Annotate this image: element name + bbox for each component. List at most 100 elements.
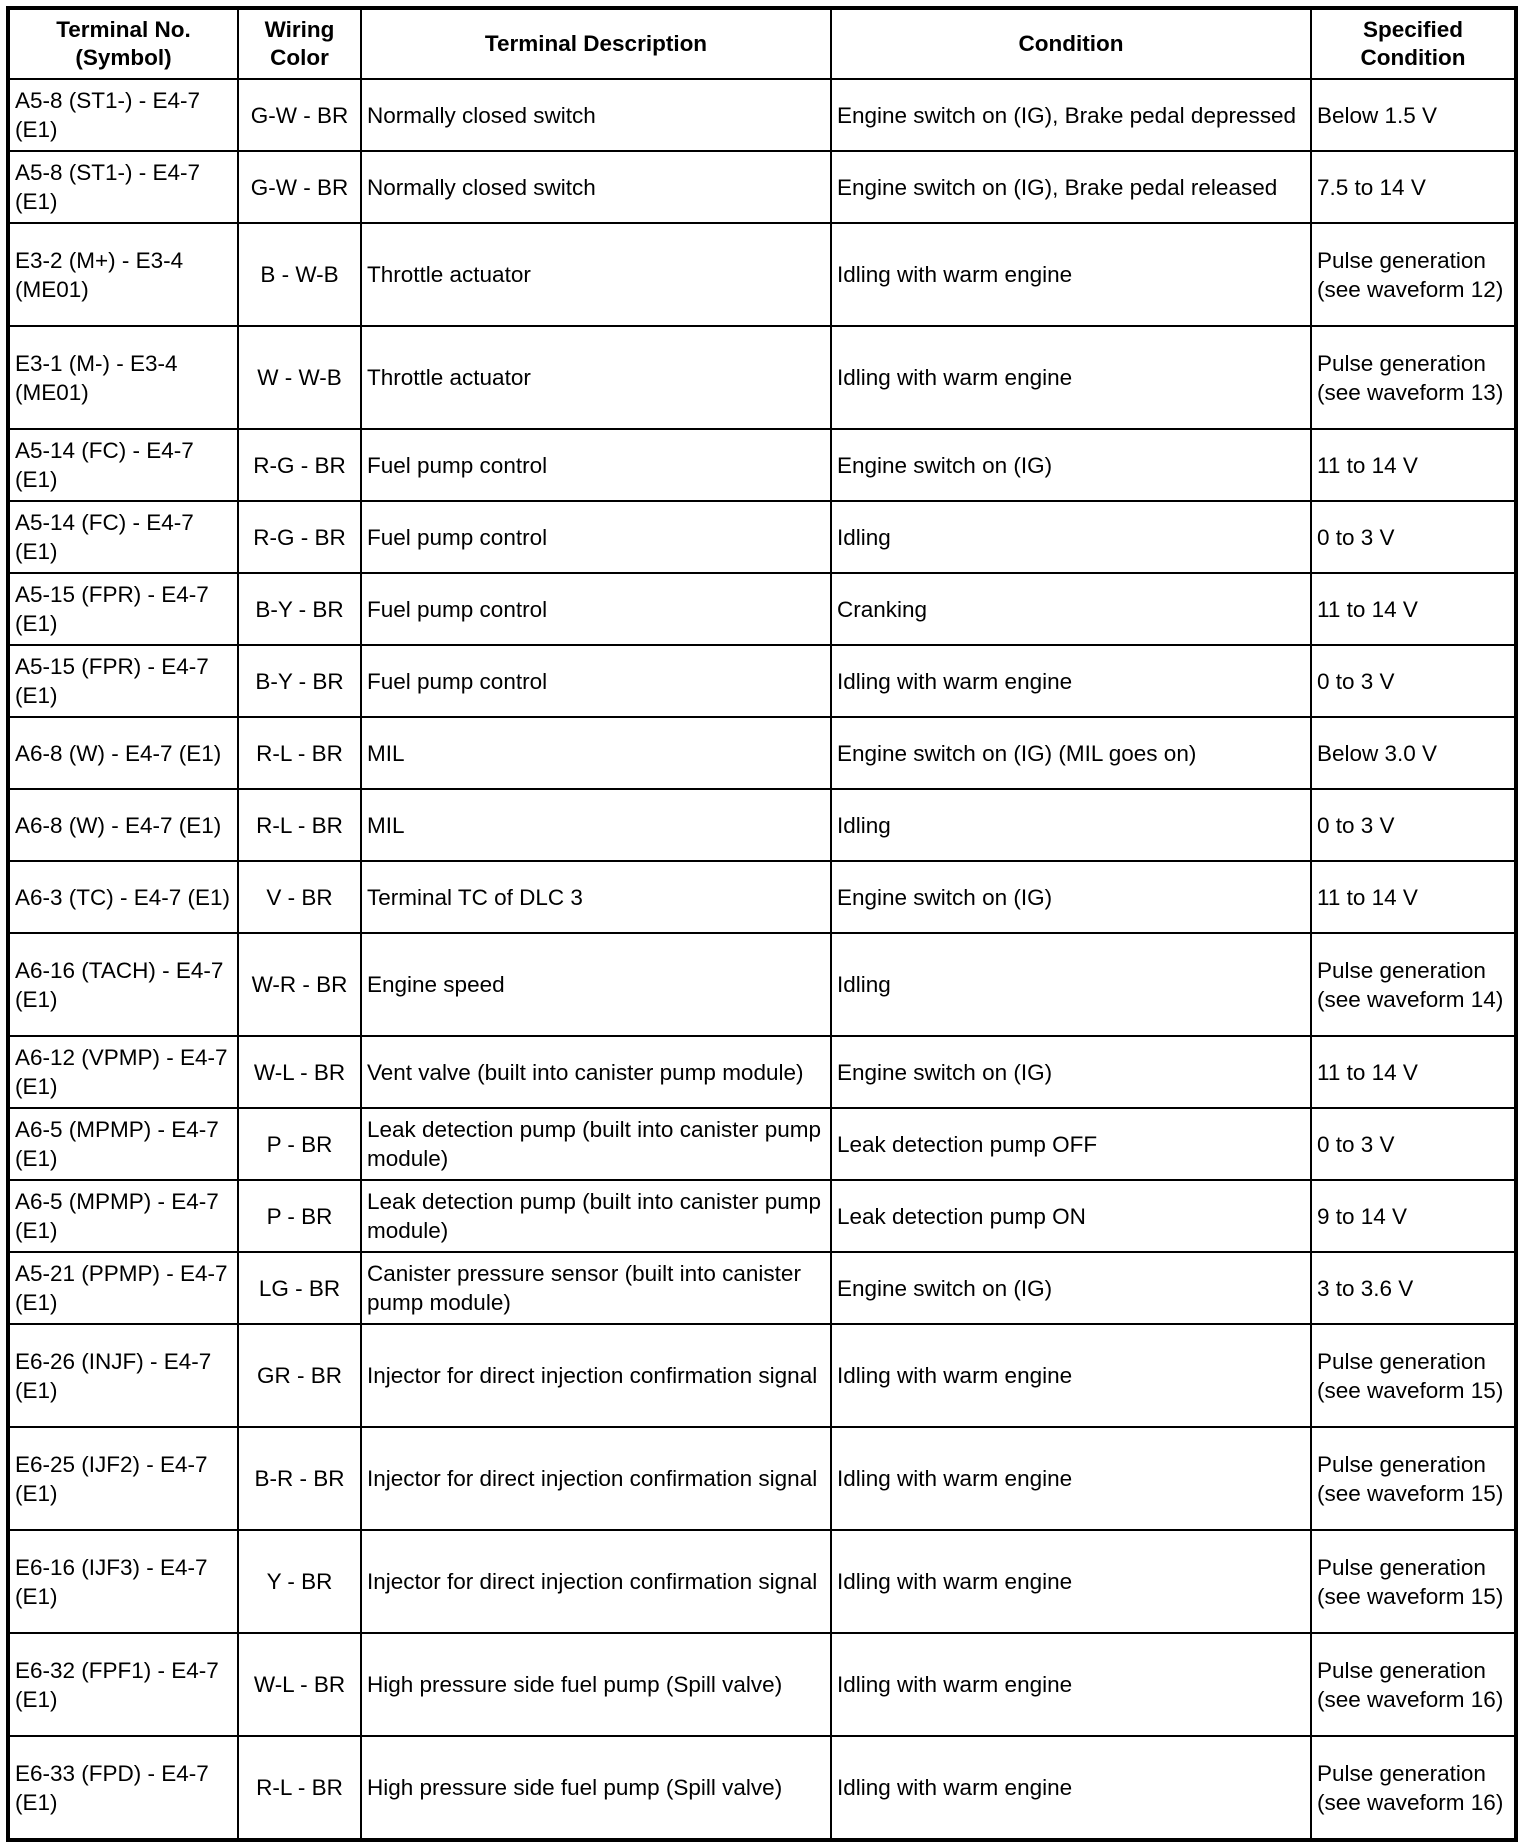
table-row: A6-5 (MPMP) - E4-7 (E1) P - BR Leak detect… [7, 1179, 1517, 1253]
wiring-color-cell: Y - BR [237, 1529, 362, 1634]
wiring-color-cell: W - W-B [237, 325, 362, 430]
condition-cell: Engine switch on (IG) [830, 428, 1312, 502]
description-cell: Vent valve (built into canister pump mod… [360, 1035, 832, 1109]
description-cell: Fuel pump control [360, 644, 832, 718]
wiring-color-cell: B-Y - BR [237, 644, 362, 718]
condition-cell: Idling with warm engine [830, 222, 1312, 327]
terminal-cell: A5-14 (FC) - E4-7 (E1) [7, 500, 239, 574]
description-cell: High pressure side fuel pump (Spill valv… [360, 1632, 832, 1737]
description-cell: Normally closed switch [360, 78, 832, 152]
condition-cell: Idling with warm engine [830, 1735, 1312, 1841]
terminal-cell: A6-8 (W) - E4-7 (E1) [7, 788, 239, 862]
terminal-cell: A6-5 (MPMP) - E4-7 (E1) [7, 1179, 239, 1253]
table-row: A5-15 (FPR) - E4-7 (E1) B-Y - BR Fuel pump… [7, 572, 1517, 646]
terminal-cell: E6-32 (FPF1) - E4-7 (E1) [7, 1632, 239, 1737]
terminal-cell: A5-21 (PPMP) - E4-7 (E1) [7, 1251, 239, 1325]
wiring-color-cell: R-L - BR [237, 788, 362, 862]
table-row: A5-15 (FPR) - E4-7 (E1) B-Y - BR Fuel pump… [7, 644, 1517, 718]
terminal-cell: E3-2 (M+) - E3-4 (ME01) [7, 222, 239, 327]
description-cell: MIL [360, 716, 832, 790]
terminal-cell: A6-5 (MPMP) - E4-7 (E1) [7, 1107, 239, 1181]
terminal-cell: E6-33 (FPD) - E4-7 (E1) [7, 1735, 239, 1841]
description-cell: MIL [360, 788, 832, 862]
terminal-cell: E3-1 (M-) - E3-4 (ME01) [7, 325, 239, 430]
condition-cell: Engine switch on (IG) [830, 1035, 1312, 1109]
description-cell: Leak detection pump (built into canister… [360, 1107, 832, 1181]
header-terminal: Terminal No. (Symbol) [7, 7, 239, 80]
wiring-color-cell: W-L - BR [237, 1035, 362, 1109]
condition-cell: Leak detection pump ON [830, 1179, 1312, 1253]
wiring-color-cell: G-W - BR [237, 78, 362, 152]
wiring-color-cell: R-L - BR [237, 1735, 362, 1841]
table-row: A5-8 (ST1-) - E4-7 (E1) G-W - BR Normally … [7, 78, 1517, 152]
terminal-cell: E6-26 (INJF) - E4-7 (E1) [7, 1323, 239, 1428]
description-cell: Normally closed switch [360, 150, 832, 224]
terminal-cell: A6-12 (VPMP) - E4-7 (E1) [7, 1035, 239, 1109]
header-condition: Condition [830, 7, 1312, 80]
condition-cell: Idling with warm engine [830, 1632, 1312, 1737]
condition-cell: Idling with warm engine [830, 1426, 1312, 1531]
condition-cell: Idling [830, 932, 1312, 1037]
header-description: Terminal Description [360, 7, 832, 80]
wiring-color-cell: P - BR [237, 1107, 362, 1181]
terminal-spec-table: Terminal No. (Symbol) Wiring Color Termi… [6, 6, 1518, 1842]
specified-cell: 11 to 14 V [1310, 860, 1517, 934]
wiring-color-cell: V - BR [237, 860, 362, 934]
specified-cell: 0 to 3 V [1310, 1107, 1517, 1181]
wiring-color-cell: B-R - BR [237, 1426, 362, 1531]
terminal-cell: A5-8 (ST1-) - E4-7 (E1) [7, 150, 239, 224]
terminal-cell: A5-15 (FPR) - E4-7 (E1) [7, 644, 239, 718]
table-row: E3-1 (M-) - E3-4 (ME01) W - W-B Throttle a… [7, 325, 1517, 430]
table-row: E6-32 (FPF1) - E4-7 (E1) W-L - BR High pre… [7, 1632, 1517, 1737]
condition-cell: Idling with warm engine [830, 1323, 1312, 1428]
terminal-cell: E6-25 (IJF2) - E4-7 (E1) [7, 1426, 239, 1531]
table-row: A6-5 (MPMP) - E4-7 (E1) P - BR Leak detect… [7, 1107, 1517, 1181]
specified-cell: Pulse generation (see waveform 12) [1310, 222, 1517, 327]
specified-cell: 0 to 3 V [1310, 644, 1517, 718]
description-cell: Fuel pump control [360, 428, 832, 502]
condition-cell: Engine switch on (IG) [830, 860, 1312, 934]
description-cell: Injector for direct injection confirmati… [360, 1323, 832, 1428]
terminal-cell: A6-8 (W) - E4-7 (E1) [7, 716, 239, 790]
terminal-cell: A6-16 (TACH) - E4-7 (E1) [7, 932, 239, 1037]
condition-cell: Engine switch on (IG), Brake pedal relea… [830, 150, 1312, 224]
specified-cell: 11 to 14 V [1310, 428, 1517, 502]
table-row: A5-21 (PPMP) - E4-7 (E1) LG - BR Canister … [7, 1251, 1517, 1325]
table-row: A6-8 (W) - E4-7 (E1) R-L - BR MIL Engine sw… [7, 716, 1517, 790]
table-row: E6-25 (IJF2) - E4-7 (E1) B-R - BR Injector… [7, 1426, 1517, 1531]
condition-cell: Idling [830, 788, 1312, 862]
specified-cell: Pulse generation (see waveform 16) [1310, 1735, 1517, 1841]
specified-cell: 0 to 3 V [1310, 788, 1517, 862]
wiring-color-cell: GR - BR [237, 1323, 362, 1428]
description-cell: Canister pressure sensor (built into can… [360, 1251, 832, 1325]
specified-cell: 7.5 to 14 V [1310, 150, 1517, 224]
header-row: Terminal No. (Symbol) Wiring Color Termi… [7, 7, 1517, 80]
specified-cell: 11 to 14 V [1310, 1035, 1517, 1109]
specified-cell: Below 3.0 V [1310, 716, 1517, 790]
wiring-color-cell: P - BR [237, 1179, 362, 1253]
specified-cell: 0 to 3 V [1310, 500, 1517, 574]
condition-cell: Idling [830, 500, 1312, 574]
wiring-color-cell: R-G - BR [237, 428, 362, 502]
description-cell: Injector for direct injection confirmati… [360, 1426, 832, 1531]
specified-cell: 11 to 14 V [1310, 572, 1517, 646]
wiring-color-cell: R-G - BR [237, 500, 362, 574]
condition-cell: Idling with warm engine [830, 325, 1312, 430]
table-row: A5-8 (ST1-) - E4-7 (E1) G-W - BR Normally … [7, 150, 1517, 224]
table-row: E6-26 (INJF) - E4-7 (E1) GR - BR Injector … [7, 1323, 1517, 1428]
specified-cell: 3 to 3.6 V [1310, 1251, 1517, 1325]
specified-cell: Pulse generation (see waveform 13) [1310, 325, 1517, 430]
terminal-cell: E6-16 (IJF3) - E4-7 (E1) [7, 1529, 239, 1634]
condition-cell: Engine switch on (IG) [830, 1251, 1312, 1325]
specified-cell: 9 to 14 V [1310, 1179, 1517, 1253]
condition-cell: Idling with warm engine [830, 644, 1312, 718]
condition-cell: Idling with warm engine [830, 1529, 1312, 1634]
specified-cell: Pulse generation (see waveform 14) [1310, 932, 1517, 1037]
header-specified: Specified Condition [1310, 7, 1517, 80]
wiring-color-cell: LG - BR [237, 1251, 362, 1325]
wiring-color-cell: B-Y - BR [237, 572, 362, 646]
description-cell: Fuel pump control [360, 572, 832, 646]
specified-cell: Pulse generation (see waveform 15) [1310, 1323, 1517, 1428]
table-row: A6-16 (TACH) - E4-7 (E1) W-R - BR Engine s… [7, 932, 1517, 1037]
wiring-color-cell: G-W - BR [237, 150, 362, 224]
